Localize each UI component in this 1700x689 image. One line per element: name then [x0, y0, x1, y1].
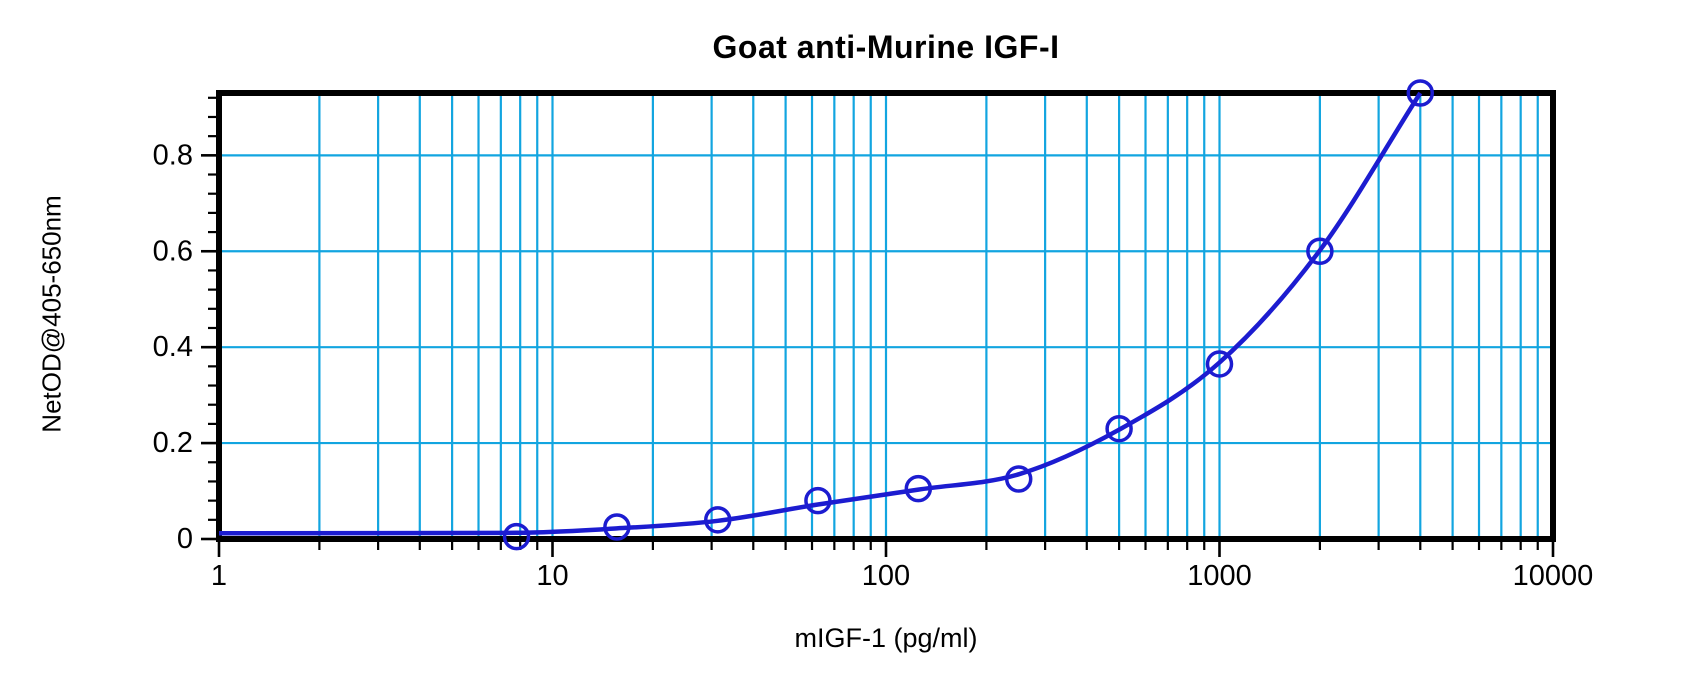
data-point-marker: [1004, 465, 1033, 493]
plot-border: [216, 90, 1556, 542]
x-tick-label: 10000: [1513, 560, 1594, 592]
data-point-marker: [804, 486, 832, 515]
data-point-marker: [603, 513, 631, 541]
y-tick-label: 0.8: [153, 139, 193, 171]
x-tick-label: 1000: [1187, 560, 1252, 592]
y-axis-title: NetOD@405-650nm: [36, 195, 67, 433]
data-point-marker: [704, 506, 732, 534]
x-axis-title: mIGF-1 (pg/ml): [794, 623, 978, 653]
y-tick-label: 0.4: [153, 331, 193, 363]
data-point-marker: [1105, 414, 1133, 443]
y-tick-label: 0.6: [153, 235, 193, 267]
data-point-marker: [1205, 350, 1234, 378]
x-tick-label: 1: [211, 560, 227, 592]
chart-title: Goat anti-Murine IGF-I: [712, 29, 1060, 65]
y-tick-label: 0: [177, 523, 193, 555]
x-tick-label: 100: [862, 560, 910, 592]
data-point-marker: [904, 474, 933, 503]
data-point-marker: [1406, 79, 1435, 107]
y-tick-label: 0.2: [153, 427, 193, 459]
data-point-marker: [502, 522, 531, 551]
data-point-marker: [1306, 237, 1334, 266]
x-tick-label: 10: [536, 560, 568, 592]
fit-curve: [218, 91, 1423, 536]
